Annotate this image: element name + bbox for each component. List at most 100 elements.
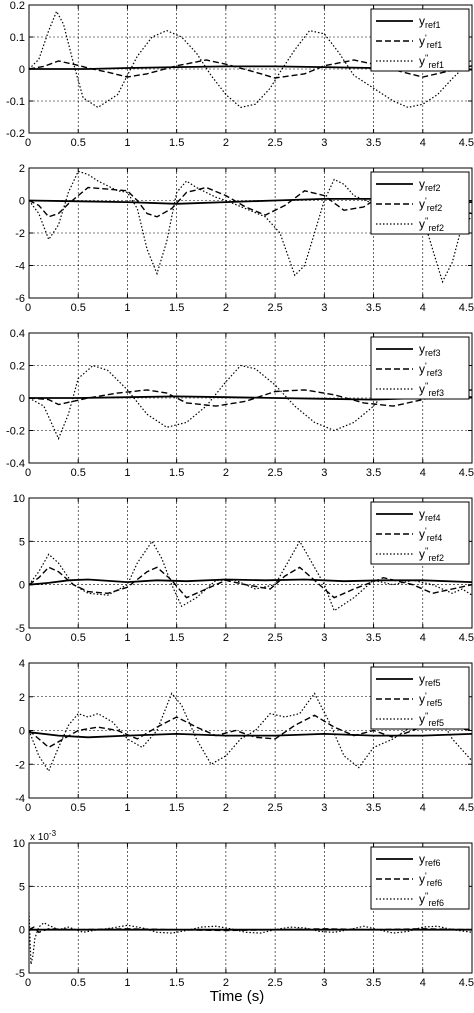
- legend: yref3 y'ref3 y''ref3: [370, 336, 470, 400]
- x-tick-label: 1: [124, 977, 130, 989]
- legend: yref4 y'ref4 y''ref2: [370, 501, 470, 565]
- legend-label: yref4: [419, 507, 441, 523]
- plot-frame: [28, 842, 473, 974]
- x-tick-label: 3.5: [366, 802, 381, 814]
- x-tick-label: 3: [321, 467, 327, 479]
- y-tick-label: 0.2: [10, 361, 25, 373]
- series-line-2: [29, 926, 472, 934]
- x-tick-label: 3.5: [366, 137, 381, 149]
- x-tick-label: 4.5: [459, 977, 474, 989]
- legend: yref2 y'ref2 y''ref2: [370, 171, 470, 235]
- x-tick-label: 4: [420, 137, 426, 149]
- x-tick-label: 3.5: [366, 632, 381, 644]
- x-tick-label: 3: [321, 137, 327, 149]
- x-tick-label: 2.5: [267, 802, 282, 814]
- x-tick-label: 4: [420, 802, 426, 814]
- x-tick-label: 1.5: [169, 137, 184, 149]
- x-tick-label: 0: [25, 137, 31, 149]
- y-tick-label: 0: [19, 64, 25, 76]
- legend-label: yref2: [419, 177, 441, 193]
- legend-label: y''ref1: [419, 53, 444, 70]
- legend-label: yref5: [419, 672, 441, 688]
- x-tick-label: 3.5: [366, 977, 381, 989]
- x-tick-label: 2.5: [267, 977, 282, 989]
- x-tick-label: 1.5: [169, 802, 184, 814]
- legend-label: y''ref6: [419, 891, 444, 908]
- x-tick-label: 0.5: [71, 467, 86, 479]
- x-tick-label: 2: [223, 467, 229, 479]
- y-tick-label: 4: [19, 658, 25, 670]
- chart-panel-5: 0 0.5 1 1.5 2 2.5 3 3.5 4 4.5 4 2 0 -2 -4 yref5 y'ref5 y'…: [15, 658, 474, 814]
- x-tick-label: 4.5: [459, 302, 474, 314]
- y-tick-label: 0.4: [10, 328, 25, 340]
- y-tick-label: -5: [15, 968, 25, 980]
- series-line-3: [29, 912, 472, 965]
- x-tick-label: 4.5: [459, 802, 474, 814]
- x-tick-label: 0: [25, 977, 31, 989]
- legend-label: y''ref5: [419, 711, 444, 728]
- x-tick-label: 2: [223, 802, 229, 814]
- x-tick-label: 2.5: [267, 302, 282, 314]
- y-tick-label: -4: [15, 261, 25, 273]
- x-tick-label: 3: [321, 302, 327, 314]
- x-tick-label: 2: [223, 302, 229, 314]
- legend: yref1 y'ref1 y''ref1: [370, 8, 470, 72]
- x-tick-label: 4.5: [459, 467, 474, 479]
- series-line-2: [29, 186, 472, 218]
- chart-panel-4: 0 0.5 1 1.5 2 2.5 3 3.5 4 4.51050-5yref4y'ref4y''…: [13, 493, 474, 644]
- series-line-3: [29, 692, 472, 773]
- series-line-2: [29, 714, 472, 749]
- chart-panel-3: 0 0.5 1 1.5 2 2.5 3 3.5 4 4.5 0.4 0.2 0 -0.2 -0.4 yref3…: [6, 328, 474, 479]
- y-tick-label: -0.1: [6, 96, 25, 108]
- legend-label: y'ref2: [419, 196, 442, 213]
- y-tick-label: -0.2: [6, 426, 25, 438]
- x-tick-label: 0: [25, 632, 31, 644]
- legend-label: y'ref6: [419, 871, 442, 888]
- y-tick-label: -0.2: [6, 128, 25, 140]
- x-tick-label: 1.5: [169, 632, 184, 644]
- x-tick-label: 2: [223, 977, 229, 989]
- y-tick-label: 2: [19, 692, 25, 704]
- x-tick-label: 2.5: [267, 632, 282, 644]
- legend-label: yref6: [419, 852, 441, 868]
- chart-panel-1: 0 0.5 1 1.5 2 2.5 3 3.5 4 4.5 0.2 0.1 0 -0.1 -0.2 yref1…: [6, 0, 474, 149]
- legend-box: [370, 8, 470, 72]
- x-tick-label: 2.5: [267, 467, 282, 479]
- x-tick-label: 4.5: [459, 632, 474, 644]
- legend-label: y'ref5: [419, 691, 442, 708]
- x-tick-label: 4: [420, 977, 426, 989]
- legend: yref5 y'ref5 y''ref5: [370, 666, 470, 730]
- x-tick-label: 1: [124, 632, 130, 644]
- x-tick-label: 4.5: [459, 137, 474, 149]
- x-tick-label: 0.5: [71, 632, 86, 644]
- x-tick-label: 2: [223, 632, 229, 644]
- y-tick-label: 5: [19, 536, 25, 548]
- legend-label: y''ref2: [419, 546, 444, 563]
- y-tick-label: 0: [19, 580, 25, 592]
- legend-label: y'ref3: [419, 361, 442, 378]
- x-tick-label: 1.5: [169, 467, 184, 479]
- x-tick-label: 0.5: [71, 302, 86, 314]
- legend-label: y'ref4: [419, 526, 442, 543]
- legend-label: y''ref3: [419, 381, 444, 398]
- y-multiplier: x 10-3: [30, 829, 57, 843]
- y-tick-label: 0: [19, 196, 25, 208]
- x-tick-label: 1.5: [169, 977, 184, 989]
- y-tick-label: -5: [15, 623, 25, 635]
- y-tick-label: 5: [19, 881, 25, 893]
- x-tick-label: 0: [25, 467, 31, 479]
- series-line-2: [29, 59, 472, 79]
- y-tick-label: 10: [13, 838, 25, 850]
- x-tick-label: 2: [223, 137, 229, 149]
- x-tick-label: 3: [321, 977, 327, 989]
- y-tick-label: 0: [19, 925, 25, 937]
- x-tick-label: 0.5: [71, 977, 86, 989]
- x-tick-label: 0: [25, 302, 31, 314]
- y-tick-label: -0.4: [6, 458, 25, 470]
- y-tick-label: -4: [15, 793, 25, 805]
- legend-label: yref3: [419, 342, 441, 358]
- x-tick-label: 0.5: [71, 137, 86, 149]
- x-tick-label: 4: [420, 632, 426, 644]
